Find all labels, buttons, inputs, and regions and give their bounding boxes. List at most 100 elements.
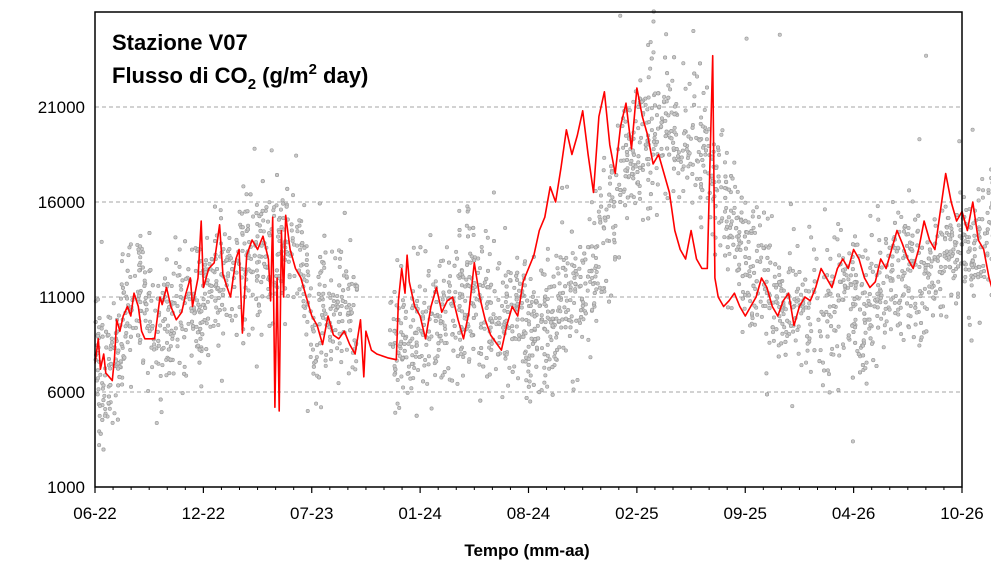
scatter-point [330,304,335,309]
scatter-point [103,407,108,412]
scatter-point [313,359,318,364]
scatter-point [637,140,642,145]
scatter-point [587,269,592,274]
scatter-point [787,266,792,271]
scatter-point [240,248,245,253]
scatter-point [472,281,477,286]
scatter-point [404,355,409,360]
scatter-point [216,343,221,348]
scatter-point [805,348,810,353]
x-tick-label: 12-22 [182,504,225,523]
scatter-point [837,279,842,284]
scatter-point [837,253,842,258]
scatter-point [263,254,268,259]
scatter-point [618,192,623,197]
scatter-point [251,214,256,219]
scatter-point [669,128,674,133]
scatter-point [847,251,852,256]
scatter-point [764,371,769,376]
scatter-point [198,326,203,331]
scatter-point [542,380,547,385]
scatter-point [122,355,127,360]
scatter-outlier [924,53,929,58]
scatter-point [679,155,684,160]
scatter-point [889,297,894,302]
scatter-point [782,325,787,330]
scatter-point [190,323,195,328]
scatter-point [310,347,315,352]
scatter-point [478,325,483,330]
scatter-point [967,267,972,272]
scatter-point [583,311,588,316]
scatter-point [703,152,708,157]
scatter-point [260,208,265,213]
scatter-point [751,283,756,288]
scatter-point [612,237,617,242]
scatter-point [855,348,860,353]
scatter-point [719,219,724,224]
scatter-point [214,279,219,284]
scatter-point [624,150,629,155]
scatter-point [143,295,148,300]
scatter-point [314,343,319,348]
scatter-outlier [970,127,975,132]
scatter-point [308,286,313,291]
scatter-point [322,233,327,238]
scatter-point [128,275,133,280]
scatter-point [969,283,974,288]
scatter-point [514,324,519,329]
scatter-point [116,348,121,353]
scatter-point [554,335,559,340]
scatter-point [112,411,117,416]
scatter-point [985,210,990,215]
scatter-point [438,314,443,319]
scatter-point [392,329,397,334]
scatter-point [881,281,886,286]
scatter-point [513,336,518,341]
scatter-point [910,199,915,204]
scatter-point [198,270,203,275]
scatter-point [938,264,943,269]
scatter-point [514,273,519,278]
scatter-point [413,354,418,359]
scatter-point [545,309,550,314]
scatter-point [638,78,643,83]
scatter-point [908,304,913,309]
scatter-point [515,317,520,322]
scatter-point [545,353,550,358]
scatter-point [971,221,976,226]
scatter-point [524,378,529,383]
scatter-point [797,269,802,274]
scatter-point [764,331,769,336]
scatter-point [131,326,136,331]
scatter-point [395,258,400,263]
scatter-point [510,369,515,374]
scatter-point [829,324,834,329]
scatter-point [799,311,804,316]
scatter-point [655,182,660,187]
scatter-point [695,159,700,164]
scatter-point [774,283,779,288]
scatter-point [307,293,312,298]
scatter-point [863,330,868,335]
scatter-point [910,295,915,300]
scatter-point [599,290,604,295]
scatter-point [629,171,634,176]
scatter-point [206,316,211,321]
scatter-point [522,351,527,356]
scatter-point [308,342,313,347]
scatter-point [914,310,919,315]
scatter-point [636,180,641,185]
scatter-point [409,344,414,349]
scatter-point [920,301,925,306]
scatter-point [485,235,490,240]
scatter-point [211,268,216,273]
scatter-point [949,292,954,297]
scatter-point [241,184,246,189]
red-line-series [94,54,991,412]
scatter-point [304,258,309,263]
scatter-point [594,318,599,323]
scatter-point [458,352,463,357]
scatter-point [414,331,419,336]
scatter-point [214,305,219,310]
